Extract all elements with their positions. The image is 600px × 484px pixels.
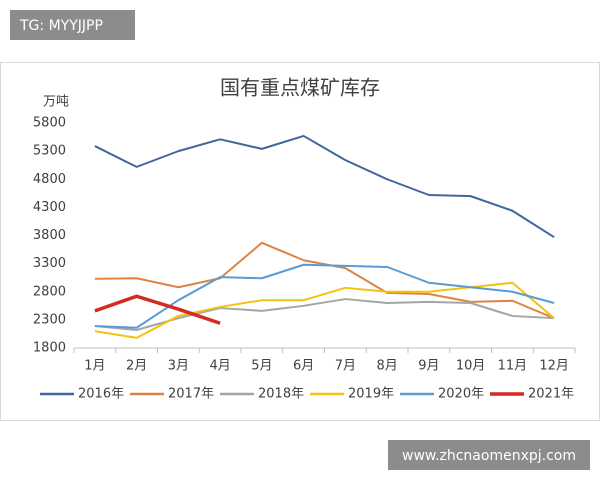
chart-title: 国有重点煤矿库存 — [220, 76, 380, 100]
x-tick-label: 10月 — [456, 359, 486, 374]
y-tick-label: 2300 — [33, 312, 66, 327]
y-tick-label: 4800 — [33, 172, 66, 187]
x-tick-label: 4月 — [209, 359, 230, 374]
x-tick-label: 7月 — [335, 359, 356, 374]
series-line — [94, 241, 555, 320]
x-tick-label: 9月 — [418, 359, 439, 374]
x-tick-label: 5月 — [251, 359, 272, 374]
x-tick-label: 11月 — [498, 359, 528, 374]
watermark-box — [388, 440, 590, 470]
y-tick-label: 4300 — [33, 200, 66, 215]
y-tick-label: 5300 — [33, 144, 66, 159]
x-tick-label: 8月 — [376, 359, 397, 374]
y-tick-label: 1800 — [33, 341, 66, 356]
legend-label: 2019年 — [348, 387, 394, 402]
series-line — [94, 134, 555, 239]
series-line — [94, 263, 555, 329]
legend-label: 2016年 — [78, 387, 124, 402]
x-tick-label: 3月 — [168, 359, 189, 374]
x-tick-label: 2月 — [126, 359, 147, 374]
series-line — [94, 294, 221, 325]
y-tick-label: 3300 — [33, 256, 66, 271]
watermark: www.zhcnaomenxpj.com — [402, 448, 576, 464]
x-tick-label: 1月 — [84, 359, 105, 374]
legend-label: 2017年 — [168, 387, 214, 402]
x-tick-label: 12月 — [539, 359, 569, 374]
y-tick-label: 3800 — [33, 228, 66, 243]
chart-frame — [0, 62, 600, 421]
x-tick-label: 6月 — [293, 359, 314, 374]
y-tick-label: 5800 — [33, 116, 66, 131]
y-axis-label: 万吨 — [43, 95, 69, 110]
watermark: TG: MYYJJPP — [19, 18, 103, 34]
legend-label: 2020年 — [438, 387, 484, 402]
legend-label: 2018年 — [258, 387, 304, 402]
y-tick-label: 2800 — [33, 284, 66, 299]
legend-label: 2021年 — [528, 387, 574, 402]
series-line — [94, 281, 555, 339]
watermark-box — [10, 10, 135, 40]
